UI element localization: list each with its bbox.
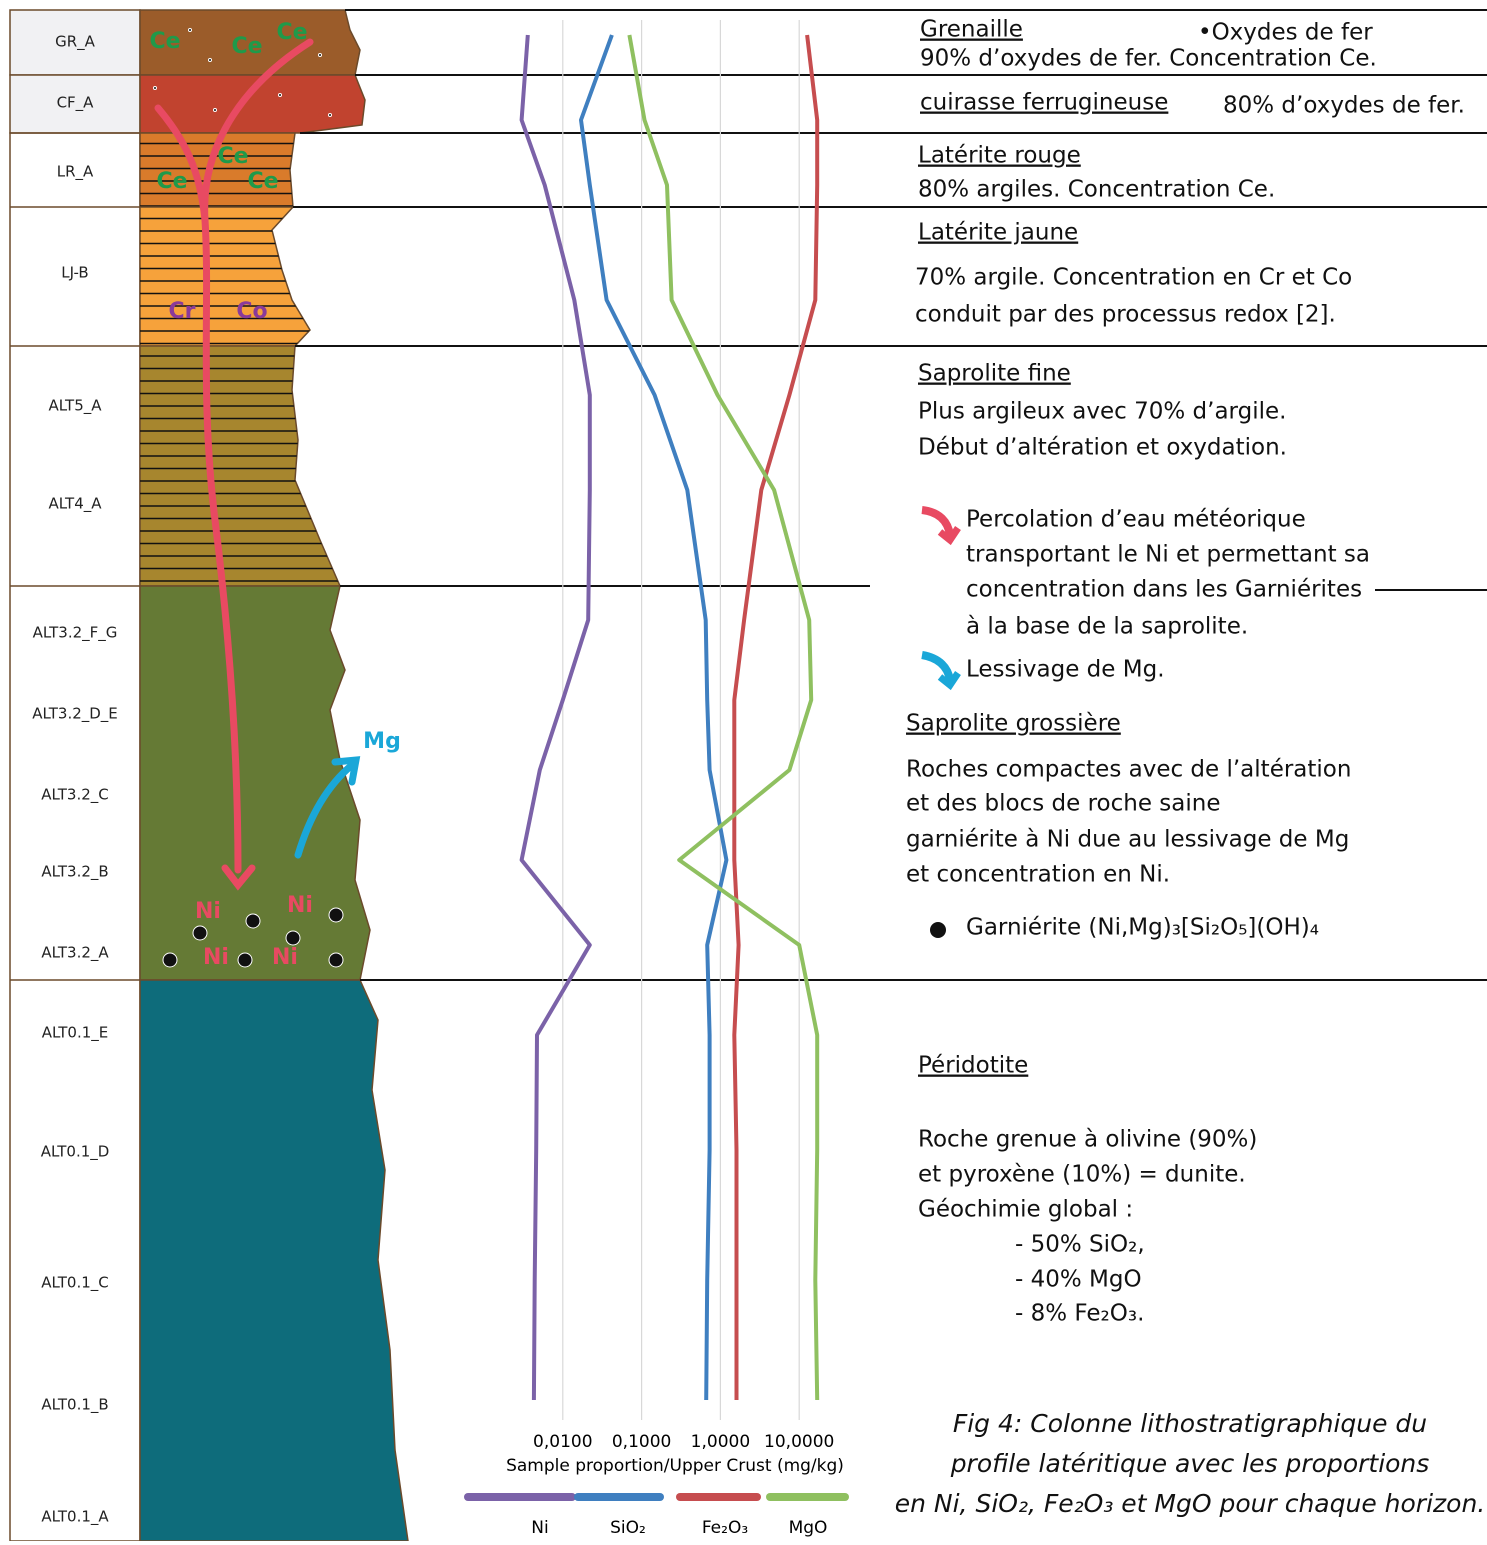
note: garniérite à Ni due au lessivage de Mg <box>906 827 1349 853</box>
heading: Latérite jaune <box>918 220 1078 246</box>
note: - 50% SiO₂, <box>1015 1232 1145 1258</box>
series-line <box>522 35 590 1400</box>
column-label: Ni <box>272 945 298 970</box>
column-label: Ni <box>195 899 221 924</box>
sample-label: ALT0.1_C <box>41 1274 109 1293</box>
note: et concentration en Ni. <box>906 862 1170 888</box>
legend-label: Fe₂O₃ <box>702 1518 748 1538</box>
sample-label: GR_A <box>55 33 96 52</box>
column-label: Ce <box>217 144 248 169</box>
column-label: Cr <box>169 299 196 324</box>
column-label: Ce <box>276 20 307 45</box>
sample-label: ALT0.1_B <box>41 1396 108 1415</box>
x-tick-label: 0,1000 <box>612 1432 671 1452</box>
legend-label: MgO <box>789 1518 828 1538</box>
heading: Péridotite <box>918 1053 1028 1079</box>
note: 80% argiles. Concentration Ce. <box>918 177 1275 203</box>
note: 70% argile. Concentration en Cr et Co <box>915 265 1352 291</box>
column-label: Ce <box>231 34 262 59</box>
note: concentration dans les Garniérites <box>966 577 1362 603</box>
sample-label: ALT3.2_D_E <box>32 705 118 724</box>
sample-label: ALT4_A <box>48 495 102 514</box>
x-tick-label: 10,0000 <box>764 1432 834 1452</box>
sample-boxes <box>10 10 140 1541</box>
sample-label: LJ-B <box>61 264 88 282</box>
heading: Latérite rouge <box>918 143 1081 169</box>
sample-label: CF_A <box>57 94 95 113</box>
x-axis-title: Sample proportion/Upper Crust (mg/kg) <box>506 1456 844 1476</box>
sample-label: ALT0.1_A <box>41 1508 109 1527</box>
column-label: Ce <box>247 169 278 194</box>
x-tick-label: 1,0000 <box>691 1432 750 1452</box>
sample-label: ALT0.1_E <box>42 1024 109 1043</box>
note: à la base de la saprolite. <box>966 614 1248 640</box>
note: Percolation d’eau météorique <box>966 507 1306 533</box>
sample-label: ALT5_A <box>48 397 102 416</box>
heading: Saprolite grossière <box>906 711 1121 737</box>
note: Plus argileux avec 70% d’argile. <box>918 399 1286 425</box>
legend-label: SiO₂ <box>610 1518 646 1538</box>
caption: Fig 4: Colonne lithostratigraphique du <box>953 1409 1427 1438</box>
column-label: Ni <box>203 945 229 970</box>
series-line <box>581 35 726 1400</box>
heading: Saprolite fine <box>918 361 1071 387</box>
sample-label: LR_A <box>57 163 94 182</box>
caption: profile latéritique avec les proportions <box>950 1449 1430 1478</box>
figure: GR_A CF_A LR_A LJ-B ALT5_A ALT4_A ALT3.2_F_G AL… <box>0 0 1487 1541</box>
note: - 40% MgO <box>1015 1267 1142 1293</box>
sample-label: ALT3.2_C <box>41 786 109 805</box>
column-label: Ni <box>287 893 313 918</box>
note: Garniérite (Ni,Mg)₃[Si₂O₅](OH)₄ <box>966 915 1319 941</box>
note: conduit par des processus redox [2]. <box>915 302 1336 328</box>
sample-label: ALT0.1_D <box>41 1143 110 1162</box>
note: 80% d’oxydes de fer. <box>1223 93 1465 119</box>
heading: Grenaille <box>920 17 1023 43</box>
sample-label: ALT3.2_F_G <box>33 624 118 643</box>
litho-column <box>140 10 408 1541</box>
note: Roche grenue à olivine (90%) <box>918 1127 1257 1153</box>
note: Lessivage de Mg. <box>966 657 1165 683</box>
note: Début d’altération et oxydation. <box>918 435 1287 461</box>
heading: cuirasse ferrugineuse <box>920 90 1168 116</box>
note: Géochimie global : <box>918 1197 1133 1223</box>
note: - 8% Fe₂O₃. <box>1015 1301 1144 1327</box>
sample-label: ALT3.2_A <box>41 944 109 963</box>
note: et pyroxène (10%) = dunite. <box>918 1162 1246 1188</box>
note: transportant le Ni et permettant sa <box>966 542 1370 568</box>
caption: en Ni, SiO₂, Fe₂O₃ et MgO pour chaque ho… <box>895 1489 1486 1518</box>
column-label: Ce <box>156 169 187 194</box>
legend-label: Ni <box>531 1518 548 1538</box>
note: 90% d’oxydes de fer. Concentration Ce. <box>920 46 1377 72</box>
note: •Oxydes de fer <box>1198 20 1373 46</box>
column-label: Co <box>236 299 267 324</box>
note: Roches compactes avec de l’altération <box>906 757 1351 783</box>
column-label: Ce <box>149 29 180 54</box>
sample-label: ALT3.2_B <box>41 863 108 882</box>
series-line <box>629 35 817 1400</box>
column-label: Mg <box>363 729 401 754</box>
note: et des blocs de roche saine <box>906 791 1221 817</box>
x-tick-label: 0,0100 <box>533 1432 592 1452</box>
